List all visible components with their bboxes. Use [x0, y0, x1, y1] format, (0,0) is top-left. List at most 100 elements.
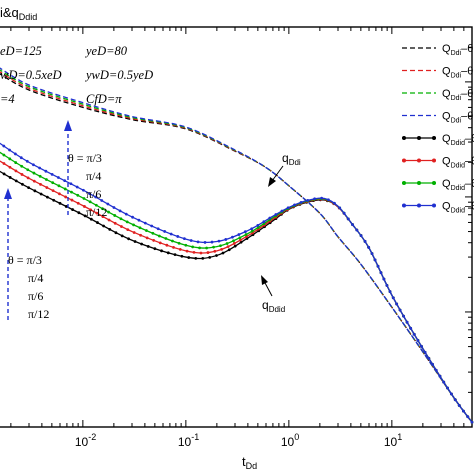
series-marker — [45, 195, 49, 199]
legend-item-4: QDdid–θ — [402, 133, 474, 147]
series-marker — [83, 205, 86, 208]
series-marker — [101, 207, 104, 211]
series-marker — [33, 189, 37, 193]
series-line-7 — [0, 142, 473, 423]
legend-marker — [402, 136, 406, 140]
series-marker — [176, 235, 180, 238]
series-marker — [83, 214, 87, 218]
angle-label-upper-2: π/4 — [86, 169, 101, 183]
series-4 — [0, 170, 474, 424]
annotation-qddid-leader — [263, 280, 273, 297]
series-5 — [0, 160, 474, 424]
series-marker — [64, 205, 68, 208]
series-marker — [38, 174, 42, 178]
series-marker — [89, 208, 93, 212]
series-marker — [51, 189, 55, 193]
series-marker — [391, 296, 395, 300]
series-marker — [171, 239, 174, 243]
series-marker — [182, 237, 186, 241]
x-axis-tick-labels: 10-2 10-1 100 101 — [75, 432, 402, 449]
parameter-line-2-right: ywD=0.5yeD — [84, 68, 153, 82]
plot-frame — [0, 26, 473, 428]
series-marker — [8, 176, 12, 179]
series-marker — [363, 240, 367, 243]
series-marker — [139, 233, 143, 237]
legend-marker — [432, 203, 436, 208]
series-marker — [256, 226, 260, 229]
series-marker — [14, 169, 18, 173]
series-marker — [367, 246, 371, 249]
series-6 — [0, 151, 474, 424]
annotation-qddi-label: qDdi — [282, 151, 301, 167]
series-marker — [152, 239, 156, 242]
series-marker — [120, 234, 124, 238]
angle-group-lower: θ = π/3 π/4 π/6 π/12 — [4, 188, 49, 321]
series-marker — [351, 223, 354, 226]
series-marker — [434, 368, 438, 372]
series-marker — [138, 226, 142, 230]
series-marker — [412, 332, 416, 336]
parameter-line-3-right: CfD=π — [86, 92, 122, 106]
series-marker — [313, 197, 317, 201]
y-axis-label: i&qDdid — [0, 5, 37, 22]
series-marker — [203, 241, 207, 244]
series-marker — [208, 255, 212, 259]
series-marker — [44, 169, 48, 173]
series-marker — [160, 249, 163, 253]
series-marker — [446, 386, 449, 390]
series-marker — [77, 211, 81, 215]
x-tick-label-0: 10-2 — [75, 432, 96, 449]
series-marker — [107, 210, 110, 214]
legend-label: QDdi–θ — [442, 88, 473, 102]
series-marker — [327, 198, 330, 202]
series-marker — [166, 251, 170, 255]
series-marker — [8, 148, 11, 152]
series-marker — [63, 187, 67, 191]
series-marker — [106, 202, 110, 206]
series-marker — [338, 206, 342, 210]
series-marker — [146, 245, 150, 248]
series-0 — [0, 73, 473, 423]
series-marker — [262, 220, 266, 224]
series-marker — [212, 245, 215, 249]
series-marker — [431, 362, 434, 366]
series-marker — [38, 166, 42, 170]
series-marker — [56, 176, 60, 179]
series-marker — [385, 284, 389, 287]
series-marker — [140, 242, 144, 246]
series-marker — [462, 409, 465, 413]
legend-label: QDdid–θ — [442, 133, 474, 147]
series-marker — [107, 218, 111, 222]
legend: QDdi–θ QDdi–θ QDdi–θ QDdi–θ QDdid–θ QDdid–θ QD… — [402, 43, 474, 215]
series-marker — [76, 201, 80, 205]
series-marker — [164, 237, 168, 240]
series-marker — [108, 227, 112, 231]
series-marker — [395, 302, 399, 306]
angle-label-upper-4: π/12 — [86, 205, 107, 219]
series-marker — [69, 182, 73, 186]
series-marker — [113, 214, 117, 217]
series-marker — [333, 201, 336, 205]
series-marker — [82, 197, 86, 200]
series-marker — [63, 179, 67, 183]
series-marker — [70, 190, 73, 194]
angle-group-upper: θ = π/3 π/4 π/6 π/12 — [64, 120, 107, 219]
angle-label-lower-2: π/4 — [28, 271, 43, 285]
series-marker — [95, 211, 99, 215]
series-line-4 — [0, 170, 473, 423]
series-marker — [26, 168, 30, 172]
series-marker — [189, 239, 193, 242]
series-marker — [225, 242, 229, 245]
series-marker — [50, 172, 54, 176]
parameter-line-3: =4 — [0, 92, 15, 106]
series-marker — [64, 195, 68, 199]
series-marker — [178, 247, 182, 251]
series-marker — [20, 164, 24, 168]
series-marker — [113, 221, 117, 225]
series-marker — [185, 249, 189, 253]
legend-item-0: QDdi–θ — [402, 43, 473, 57]
series-marker — [21, 182, 24, 186]
series-marker — [81, 188, 85, 192]
series-marker — [206, 251, 210, 254]
legend-marker — [417, 158, 421, 163]
